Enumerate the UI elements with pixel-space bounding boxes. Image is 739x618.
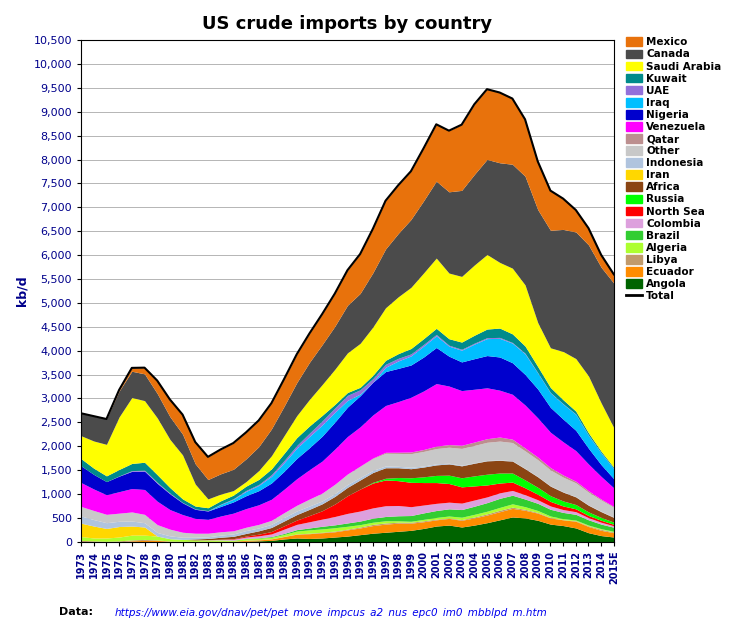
Text: https://www.eia.gov/dnav/pet/pet_move_impcus_a2_nus_epc0_im0_mbblpd_m.htm: https://www.eia.gov/dnav/pet/pet_move_im… [115, 607, 548, 618]
Title: US crude imports by country: US crude imports by country [202, 15, 492, 33]
Legend: Mexico, Canada, Saudi Arabia, Kuwait, UAE, Iraq, Nigeria, Venezuela, Qatar, Othe: Mexico, Canada, Saudi Arabia, Kuwait, UA… [624, 35, 723, 303]
Y-axis label: kb/d: kb/d [15, 276, 28, 307]
Text: Data:: Data: [59, 607, 93, 617]
